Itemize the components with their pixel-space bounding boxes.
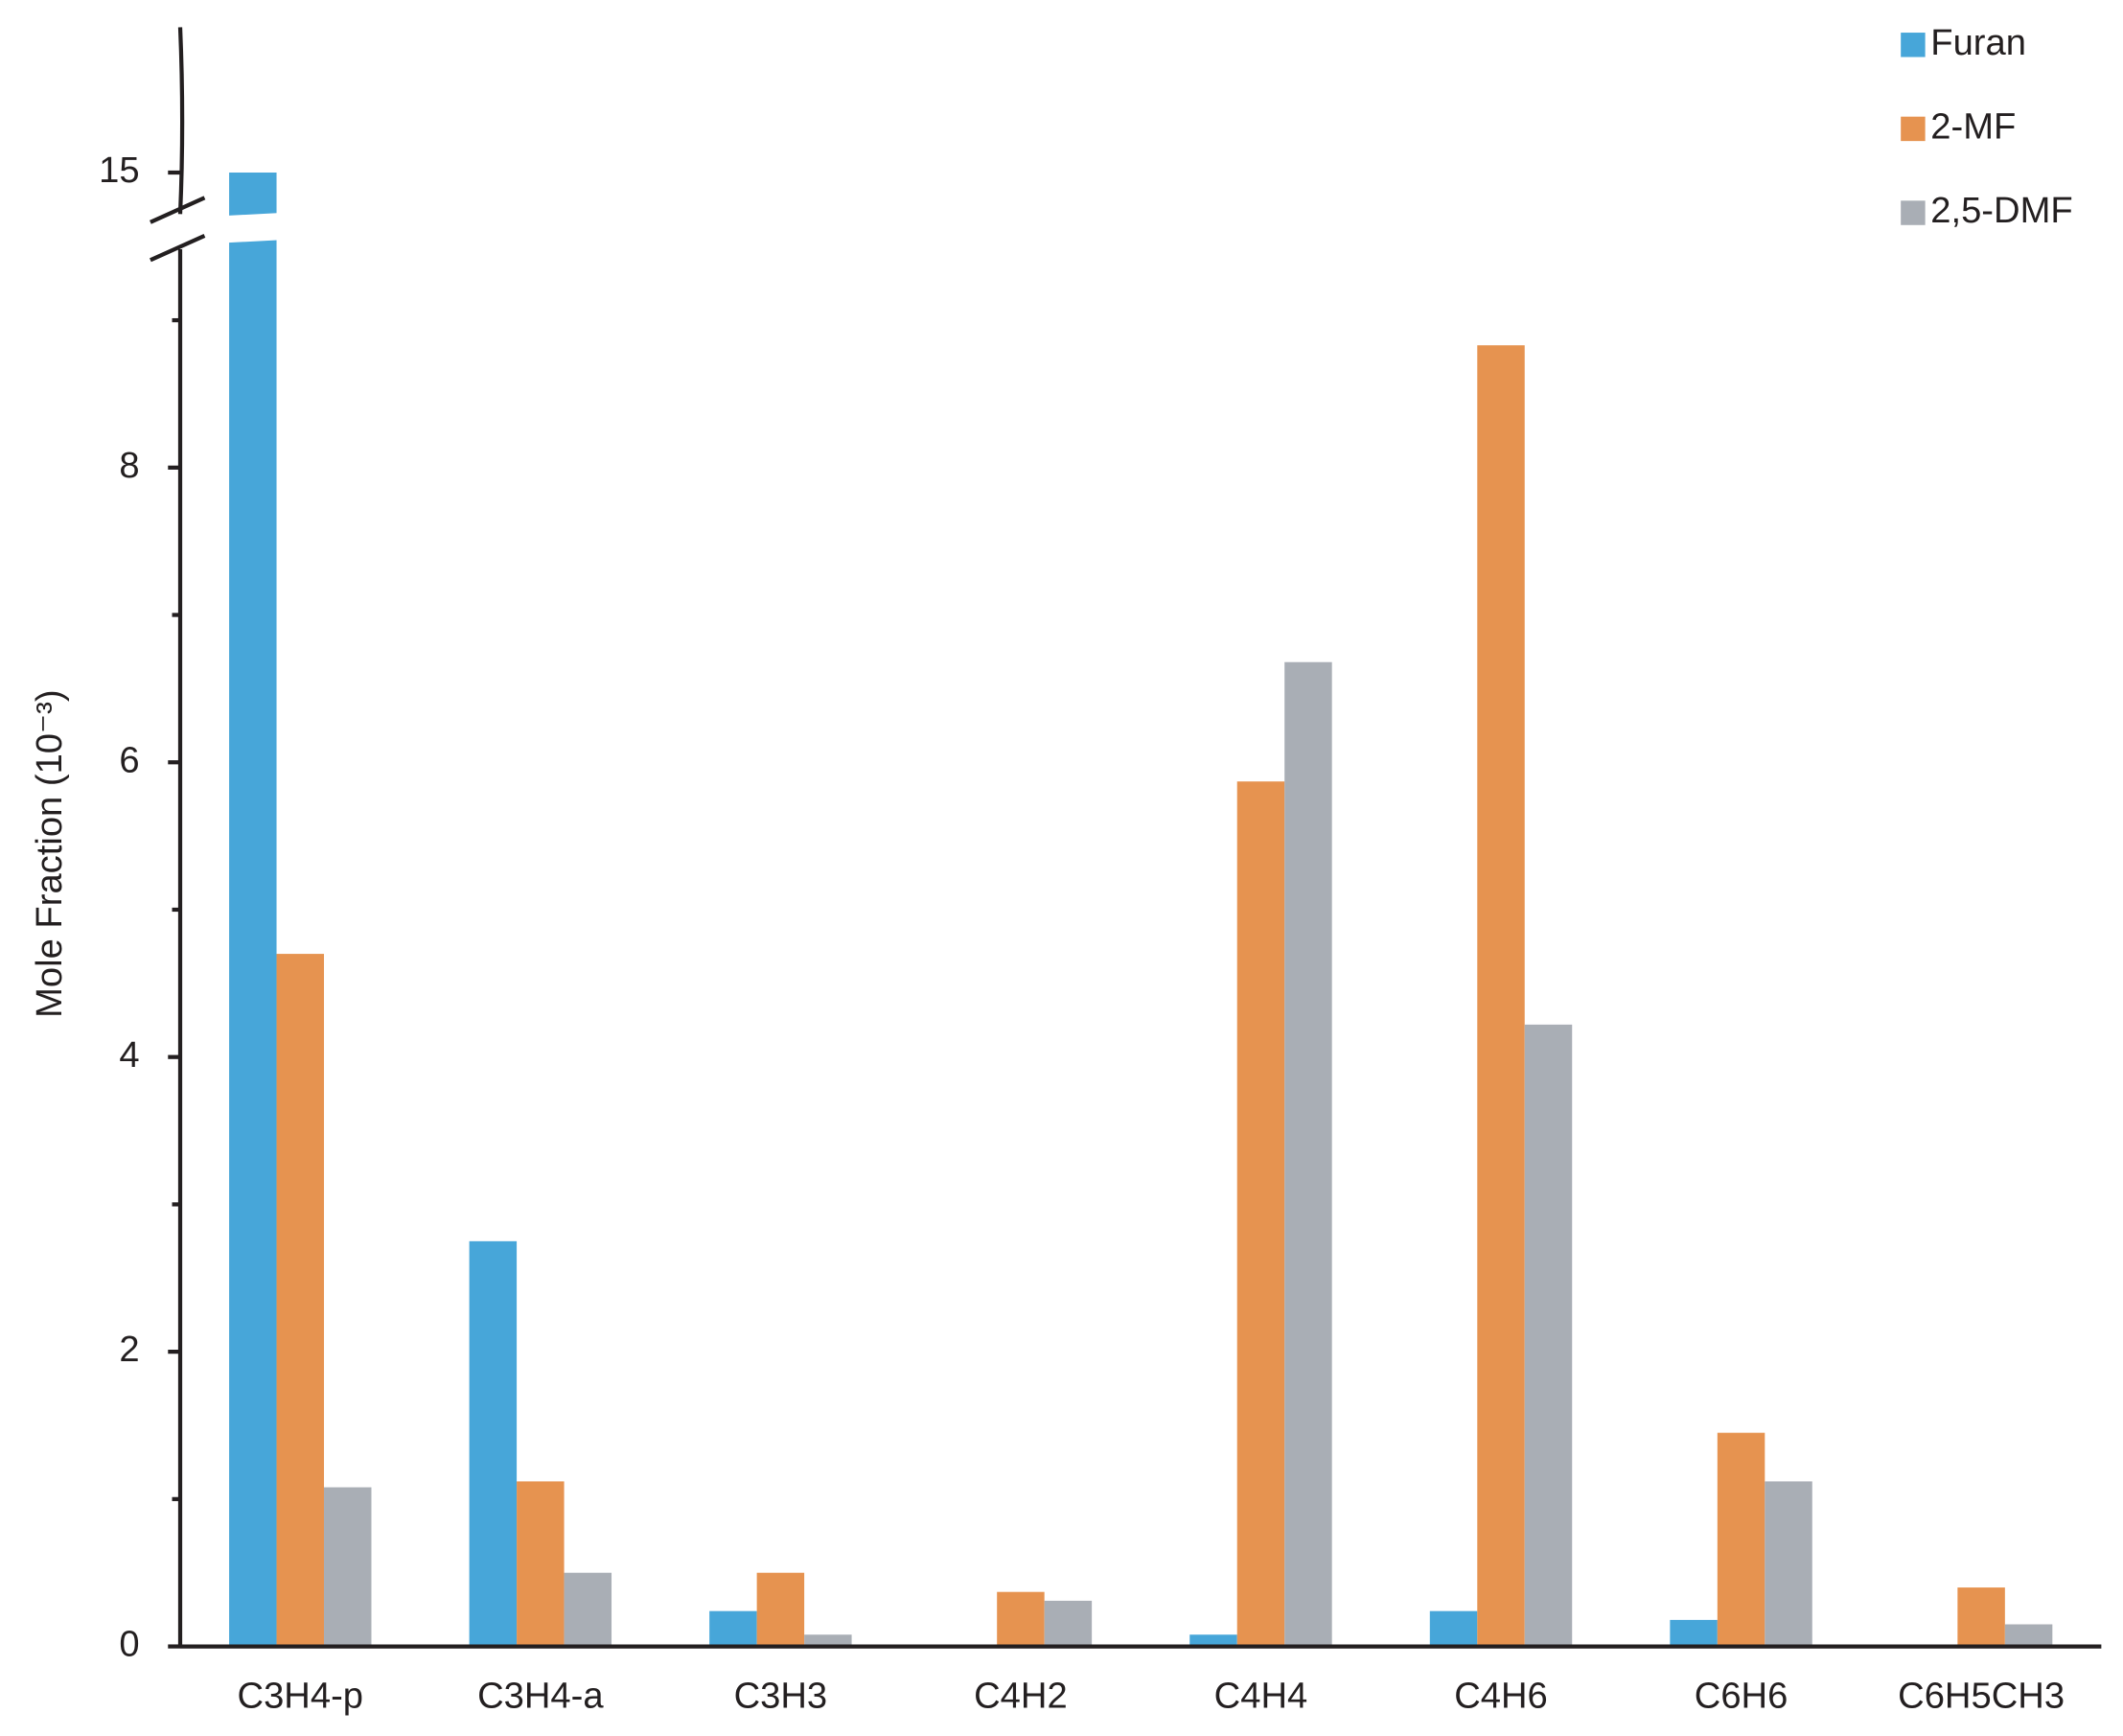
bar <box>1284 661 1332 1647</box>
legend-swatch <box>1901 33 1926 58</box>
bar <box>1044 1600 1093 1647</box>
y-tick-label: 8 <box>119 445 139 486</box>
bar <box>276 954 325 1647</box>
bar <box>469 1240 518 1647</box>
legend-label: Furan <box>1930 22 2026 63</box>
legend-label: 2,5-DMF <box>1930 190 2072 231</box>
bar <box>517 1481 565 1647</box>
bar <box>1189 1634 1237 1647</box>
x-tick-label: C4H2 <box>974 1675 1068 1716</box>
legend-label: 2-MF <box>1930 105 2016 147</box>
bar <box>1429 1610 1478 1647</box>
bar <box>804 1634 852 1647</box>
x-tick-label: C6H5CH3 <box>1898 1675 2065 1716</box>
axis-break-gap <box>139 211 303 248</box>
legend-swatch <box>1901 116 1926 142</box>
x-tick-label: C3H4-a <box>477 1675 604 1716</box>
break-mark <box>150 196 206 224</box>
x-tick-label: C6H6 <box>1695 1675 1788 1716</box>
x-tick-label: C4H4 <box>1214 1675 1308 1716</box>
bar <box>1236 781 1285 1647</box>
bar <box>997 1591 1045 1647</box>
y-tick-label: 0 <box>119 1624 139 1665</box>
y-tick-label: 6 <box>119 739 139 780</box>
x-tick-label: C3H3 <box>734 1675 828 1716</box>
y-tick-label: 2 <box>119 1329 139 1370</box>
bar <box>1717 1432 1765 1647</box>
bar <box>229 173 277 1647</box>
x-tick-label: C4H6 <box>1454 1675 1548 1716</box>
bar <box>1765 1481 1812 1647</box>
break-mark <box>150 233 206 263</box>
bar <box>1957 1587 2005 1647</box>
bar <box>709 1610 757 1647</box>
bar <box>1477 345 1525 1647</box>
bar <box>2004 1624 2053 1647</box>
y-tick-label: 4 <box>119 1034 139 1076</box>
bar <box>564 1572 612 1647</box>
bar <box>324 1487 372 1647</box>
bar <box>1524 1024 1573 1647</box>
legend-swatch <box>1901 200 1926 225</box>
bar <box>756 1572 805 1647</box>
y-tick-label: 15 <box>99 150 139 191</box>
y-axis <box>177 27 185 1647</box>
bar <box>1670 1619 1718 1647</box>
x-tick-label: C3H4-p <box>238 1675 363 1716</box>
y-axis-label: Mole Fraction (10⁻³) <box>29 689 70 1017</box>
